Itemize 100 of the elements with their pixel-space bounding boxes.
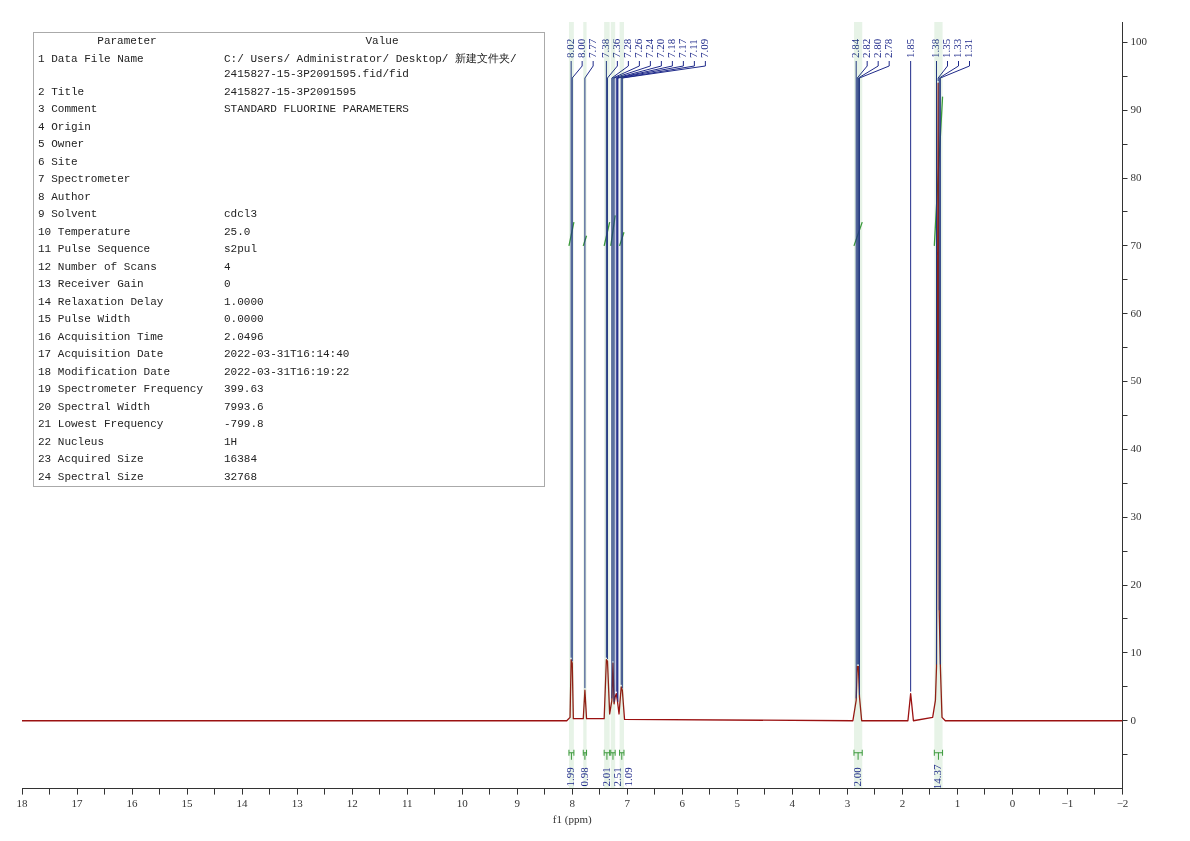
x-tick-label: −2 [1116, 797, 1129, 810]
annotation: 1.31 [962, 38, 975, 58]
annotation: 2 Title [37, 84, 86, 100]
annotation: 1.38 [929, 38, 942, 58]
annotation: 32768 [223, 469, 258, 485]
annotation: 3 Comment [37, 102, 99, 117]
annotation: 7.09 [698, 38, 711, 58]
annotation: 7.20 [654, 38, 667, 58]
annotation: Parameter [96, 34, 158, 49]
annotation: 1.0000 [223, 294, 265, 310]
y-tick-label: 0 [1130, 713, 1137, 726]
annotation: 399.63 [223, 382, 265, 397]
annotation: 8.02 [564, 38, 577, 58]
band-label: 1.99 [564, 766, 577, 787]
annotation: 4 Origin [37, 119, 92, 135]
annotation: 2022-03-31T16:14:40 [223, 347, 351, 362]
y-tick-label: 50 [1130, 374, 1142, 387]
annotation: 2.84 [849, 38, 862, 58]
y-tick-label: 40 [1130, 442, 1142, 455]
annotation: 18 Modification Date [37, 364, 172, 380]
y-tick-label: 10 [1130, 645, 1142, 658]
annotation: 2.80 [871, 38, 884, 58]
annotation: 0 [223, 277, 232, 292]
x-axis-title: f1 (ppm) [552, 813, 592, 827]
band-label: 14.37 [931, 763, 944, 790]
x-tick-label: 17 [71, 797, 84, 810]
annotation: 2.78 [882, 38, 895, 58]
annotation: 1.33 [951, 38, 964, 58]
annotation: 7 Spectrometer [37, 172, 132, 187]
annotation: 7.18 [665, 38, 678, 58]
annotation: 4 [223, 259, 232, 275]
band-label: 2.01 [599, 767, 612, 787]
x-tick-label: 18 [16, 797, 28, 810]
annotation: 8.00 [575, 38, 588, 58]
annotation: 2022-03-31T16:19:22 [223, 364, 351, 380]
x-tick-label: 3 [844, 797, 851, 810]
annotation: 7.17 [676, 38, 689, 58]
annotation: 7993.6 [223, 399, 265, 415]
annotation: 23 Acquired Size [37, 452, 145, 467]
x-tick-label: 12 [346, 797, 358, 810]
annotation: 17 Acquisition Date [37, 347, 165, 362]
annotation: 7.28 [621, 38, 634, 58]
annotation: 24 Spectral Size [37, 469, 145, 485]
annotation: 7.77 [586, 38, 599, 58]
annotation: 2.82 [860, 38, 873, 58]
annotation: cdcl3 [223, 207, 258, 222]
x-tick-label: 8 [569, 797, 576, 810]
y-tick-label: 70 [1130, 238, 1142, 251]
band-label: 0.98 [577, 766, 590, 787]
x-tick-label: 7 [624, 797, 631, 810]
y-tick-label: 30 [1130, 510, 1142, 523]
annotation: 15 Pulse Width [37, 312, 132, 327]
annotation: Value [364, 34, 400, 49]
x-tick-label: 9 [514, 797, 521, 810]
x-tick-label: 2 [899, 797, 906, 810]
annotation: C:/ Users/ Administrator/ Desktop/ 新建文件夹/ 2415827-15-3P2091595.fid/fid [223, 51, 518, 82]
annotation: 2.0496 [223, 329, 265, 345]
band-label: 1.09 [621, 766, 634, 787]
annotation: 7.24 [643, 38, 656, 58]
y-tick-label: 100 [1130, 35, 1148, 48]
x-tick-label: 10 [456, 797, 469, 810]
annotation: 12 Number of Scans [37, 259, 158, 275]
y-tick-label: 80 [1130, 170, 1142, 183]
y-tick-label: 90 [1130, 103, 1142, 116]
annotation: 7.11 [687, 39, 700, 58]
annotation: 9 Solvent [37, 207, 99, 222]
annotation: 5 Owner [37, 137, 86, 152]
x-tick-label: 15 [181, 797, 194, 810]
annotation: 1.35 [940, 38, 953, 58]
x-tick-label: 11 [401, 797, 413, 810]
annotation: 8 Author [37, 189, 92, 205]
annotation: STANDARD FLUORINE PARAMETERS [223, 102, 410, 117]
band-label: 2.00 [851, 766, 863, 787]
annotation: 0.0000 [223, 312, 265, 327]
annotation: 7.38 [599, 38, 612, 58]
annotation: 22 Nucleus [37, 434, 105, 450]
annotation: 16384 [223, 452, 258, 467]
annotation: 20 Spectral Width [37, 399, 152, 415]
annotation: 6 Site [37, 154, 79, 170]
annotation: 10 Temperature [37, 224, 132, 240]
annotation: s2pul [223, 242, 258, 257]
x-tick-label: 16 [126, 797, 139, 810]
band-label: 2.51 [610, 767, 623, 787]
annotation: -799.8 [223, 417, 265, 432]
annotation: 14 Relaxation Delay [37, 294, 165, 310]
y-tick-label: 20 [1130, 577, 1142, 590]
annotation: 11 Pulse Sequence [37, 242, 152, 257]
x-tick-label: 5 [734, 797, 741, 810]
annotation: 1H [223, 434, 239, 450]
annotation: 13 Receiver Gain [37, 277, 145, 292]
annotation: 1.85 [903, 38, 916, 58]
x-tick-label: −1 [1061, 797, 1074, 810]
x-tick-label: 0 [1009, 797, 1016, 810]
annotation: 7.26 [632, 38, 645, 58]
x-tick-label: 4 [789, 797, 796, 810]
x-tick-label: 13 [291, 797, 304, 810]
annotation: 25.0 [223, 224, 252, 240]
x-tick-label: 1 [954, 797, 961, 810]
annotation: 19 Spectrometer Frequency [37, 382, 205, 397]
x-tick-label: 14 [236, 797, 249, 810]
